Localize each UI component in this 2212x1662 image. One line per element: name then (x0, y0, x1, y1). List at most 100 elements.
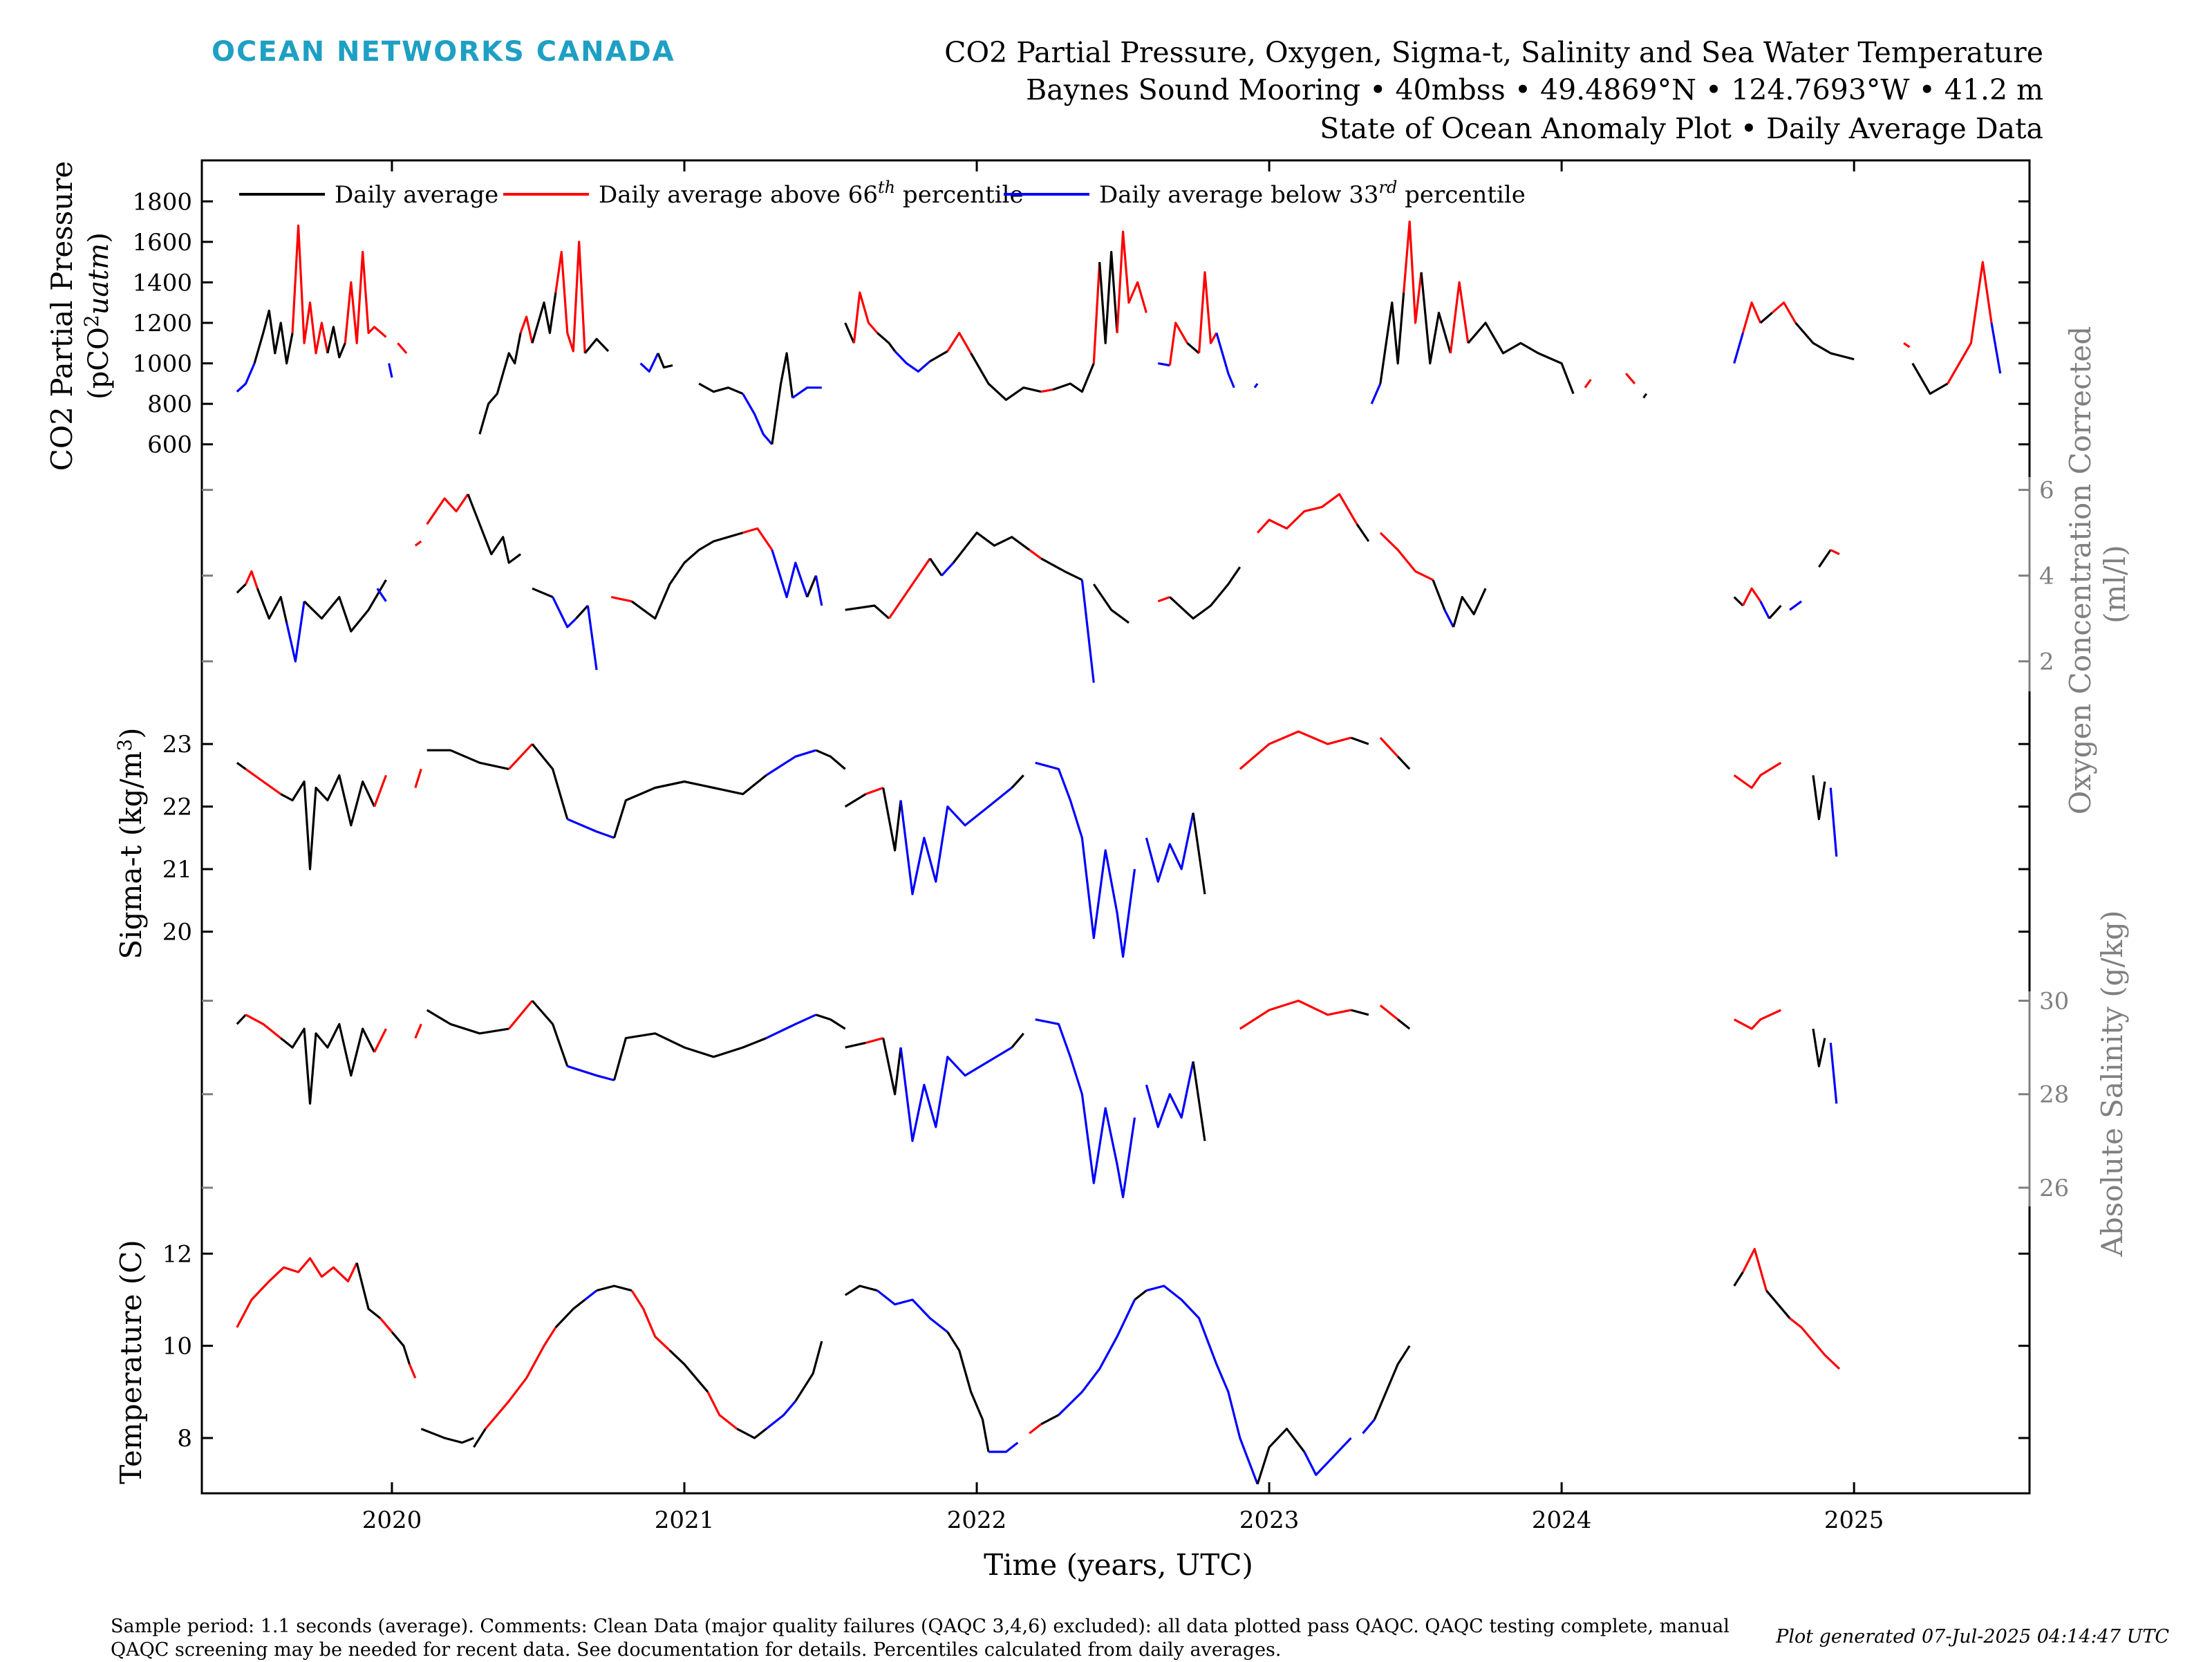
series-co2-blue-5 (388, 363, 393, 378)
series-sigma-black-12 (844, 793, 867, 808)
brand-logo: OCEAN NETWORKS CANADA (212, 36, 675, 68)
series-salinity-red-3 (373, 1028, 387, 1053)
series-salinity-blue-18 (1145, 1061, 1194, 1128)
series-co2-black-3 (326, 326, 346, 359)
series-temperature-black-12 (668, 1350, 709, 1393)
series-sigma-red-24 (1733, 761, 1782, 790)
series-co2-black-7 (478, 333, 522, 435)
series-sigma-black-2 (280, 774, 376, 870)
series-temperature-red-4 (408, 1363, 417, 1379)
series-temperature-red-21 (1029, 1423, 1042, 1435)
series-salinity-red-20 (1239, 999, 1351, 1030)
y-axis-label-oxygen: Oxygen Concentration Corrected (2063, 326, 2097, 814)
series-sigma-black-9 (612, 774, 767, 839)
series-temperature-blue-18 (877, 1289, 948, 1333)
series-co2-red-29 (1116, 230, 1147, 333)
series-oxygen-black-19 (845, 604, 890, 619)
series-sigma-blue-17 (1035, 761, 1136, 958)
series-oxygen-red-30 (1257, 493, 1358, 534)
y-tick-label-sigma: 21 (162, 856, 192, 884)
series-co2-blue-34 (1215, 333, 1235, 389)
series-temperature-black-22 (1040, 1414, 1060, 1426)
series-oxygen-black-35 (1452, 588, 1487, 628)
series-layer (236, 221, 2002, 1485)
series-oxygen-red-32 (1379, 532, 1434, 581)
series-co2-red-2 (291, 224, 329, 355)
series-temperature-black-19 (946, 1331, 990, 1453)
y-tick-label-co2: 800 (147, 391, 192, 418)
series-co2-red-6 (397, 342, 408, 354)
series-co2-blue-36 (1370, 383, 1382, 404)
y-axis-label-sigma: Sigma-t (kg/m3) (113, 727, 148, 959)
series-oxygen-blue-34 (1443, 609, 1455, 628)
series-temperature-blue-28 (1362, 1419, 1376, 1435)
series-sigma-red-4 (414, 768, 422, 788)
series-co2-red-52 (1947, 261, 1993, 384)
series-oxygen-black-31 (1356, 523, 1370, 542)
y-tick-label-co2: 600 (147, 431, 192, 459)
series-sigma-blue-18 (1145, 812, 1194, 883)
series-co2-black-47 (1759, 312, 1773, 324)
series-oxygen-black-36 (1733, 596, 1744, 607)
series-co2-black-26 (1052, 362, 1095, 393)
series-salinity-red-4 (414, 1023, 422, 1039)
series-oxygen-black-33 (1432, 579, 1446, 610)
series-temperature-blue-9 (584, 1289, 598, 1301)
series-temperature-black-1 (355, 1262, 382, 1319)
series-co2-black-1 (253, 309, 294, 365)
series-oxygen-black-2 (256, 588, 288, 624)
series-co2-red-40 (1449, 281, 1470, 354)
series-sigma-black-14 (882, 787, 902, 852)
x-axis-label: Time (years, UTC) (984, 1548, 1253, 1582)
series-salinity-black-12 (845, 1041, 866, 1049)
series-salinity-red-1 (245, 1014, 282, 1039)
x-tick-label: 2021 (655, 1506, 715, 1534)
y-tick-label-oxygen: 2 (2039, 648, 2054, 676)
series-oxygen-black-9 (532, 587, 554, 599)
series-co2-red-48 (1771, 301, 1797, 324)
series-salinity-black-0 (236, 1014, 247, 1025)
series-temperature-black-32 (1765, 1289, 1791, 1319)
series-temperature-blue-15 (765, 1400, 797, 1430)
series-co2-black-13 (657, 353, 673, 368)
y-tick-label-sigma: 23 (162, 731, 192, 758)
series-temperature-red-7 (485, 1327, 557, 1430)
series-oxygen-black-8 (467, 494, 522, 564)
series-co2-red-27 (1092, 262, 1101, 364)
y-tick-label-sigma: 22 (162, 794, 192, 821)
series-oxygen-black-23 (952, 532, 1031, 563)
series-oxygen-blue-40 (1789, 600, 1802, 611)
series-co2-blue-12 (639, 353, 659, 373)
y-tick-label-oxygen: 4 (2039, 563, 2054, 590)
footer-generated: Plot generated 07-Jul-2025 04:14:47 UTC (1776, 1626, 2169, 1647)
series-sigma-blue-15 (899, 787, 1013, 895)
series-co2-black-16 (771, 352, 794, 445)
y-tick-label-salinity: 28 (2039, 1081, 2069, 1109)
series-co2-black-11 (583, 337, 610, 354)
series-salinity-black-19 (1192, 1061, 1206, 1141)
series-sigma-black-16 (1011, 774, 1024, 789)
series-salinity-black-21 (1351, 1009, 1369, 1016)
series-salinity-red-22 (1379, 1005, 1399, 1020)
series-co2-blue-53 (1990, 322, 2002, 374)
series-salinity-black-23 (1397, 1018, 1411, 1030)
x-tick-label: 2025 (1824, 1506, 1884, 1534)
series-sigma-black-23 (1397, 756, 1411, 770)
series-oxygen-black-29 (1169, 566, 1241, 620)
series-salinity-red-6 (507, 1000, 534, 1030)
y-axis-label-salinity: Absolute Salinity (g/kg) (2095, 911, 2129, 1258)
y-tick-label-salinity: 26 (2039, 1175, 2069, 1202)
series-co2-red-4 (344, 250, 387, 344)
series-oxygen-red-13 (610, 596, 632, 603)
y-tick-label-temperature: 12 (162, 1240, 192, 1268)
series-co2-blue-45 (1733, 333, 1744, 364)
series-co2-black-14 (698, 382, 744, 395)
series-co2-red-25 (1040, 389, 1053, 393)
series-salinity-blue-15 (899, 1046, 1013, 1142)
series-co2-blue-35 (1253, 382, 1259, 389)
series-temperature-black-8 (554, 1298, 586, 1329)
series-co2-blue-30 (1158, 362, 1170, 367)
series-oxygen-red-24 (1029, 549, 1042, 560)
series-co2-black-24 (970, 353, 1042, 401)
series-co2-red-31 (1168, 321, 1188, 366)
